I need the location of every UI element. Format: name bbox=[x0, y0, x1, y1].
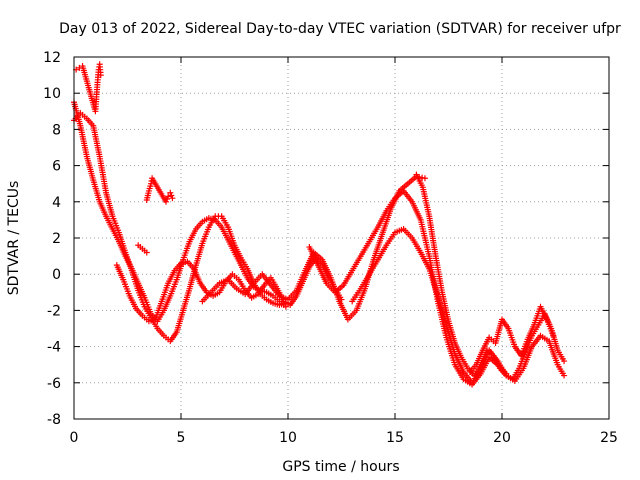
data-point bbox=[97, 72, 104, 79]
data-point bbox=[164, 196, 171, 203]
data-point bbox=[165, 193, 172, 200]
data-point bbox=[143, 249, 150, 256]
x-tick-label: 10 bbox=[279, 430, 297, 446]
chart-title: Day 013 of 2022, Sidereal Day-to-day VTE… bbox=[59, 21, 621, 37]
x-tick-label: 15 bbox=[386, 430, 404, 446]
y-tick-label: -2 bbox=[47, 303, 61, 319]
data-points-layer bbox=[71, 61, 568, 388]
y-tick-label: 12 bbox=[43, 50, 61, 66]
y-tick-label: 6 bbox=[52, 159, 61, 175]
tick-layer: 0 5 10 15 20 25 -8 -6 -4 -2 0 2 4 6 8 10 12 bbox=[43, 50, 618, 446]
data-point bbox=[421, 175, 428, 182]
y-tick-label: 4 bbox=[52, 195, 61, 211]
y-tick-label: -8 bbox=[47, 412, 61, 428]
data-point bbox=[163, 198, 170, 205]
y-tick-label: -4 bbox=[47, 340, 61, 356]
y-tick-label: -6 bbox=[47, 376, 61, 392]
y-tick-label: 2 bbox=[52, 231, 61, 247]
data-point bbox=[550, 332, 557, 339]
data-point bbox=[561, 358, 568, 365]
x-tick-label: 0 bbox=[70, 430, 79, 446]
grid-layer bbox=[74, 57, 609, 419]
plot-frame bbox=[73, 56, 610, 420]
data-point bbox=[419, 174, 426, 181]
x-tick-label: 25 bbox=[600, 430, 618, 446]
data-point bbox=[168, 192, 175, 199]
data-point bbox=[169, 195, 176, 202]
y-tick-label: 8 bbox=[52, 122, 61, 138]
data-point bbox=[167, 189, 174, 196]
y-tick-label: 0 bbox=[52, 267, 61, 283]
x-tick-label: 20 bbox=[493, 430, 511, 446]
y-tick-label: 10 bbox=[43, 86, 61, 102]
x-tick-label: 5 bbox=[177, 430, 186, 446]
data-point bbox=[561, 372, 568, 379]
x-axis-label: GPS time / hours bbox=[282, 459, 399, 475]
y-axis-label: SDTVAR / TECUs bbox=[6, 181, 22, 296]
